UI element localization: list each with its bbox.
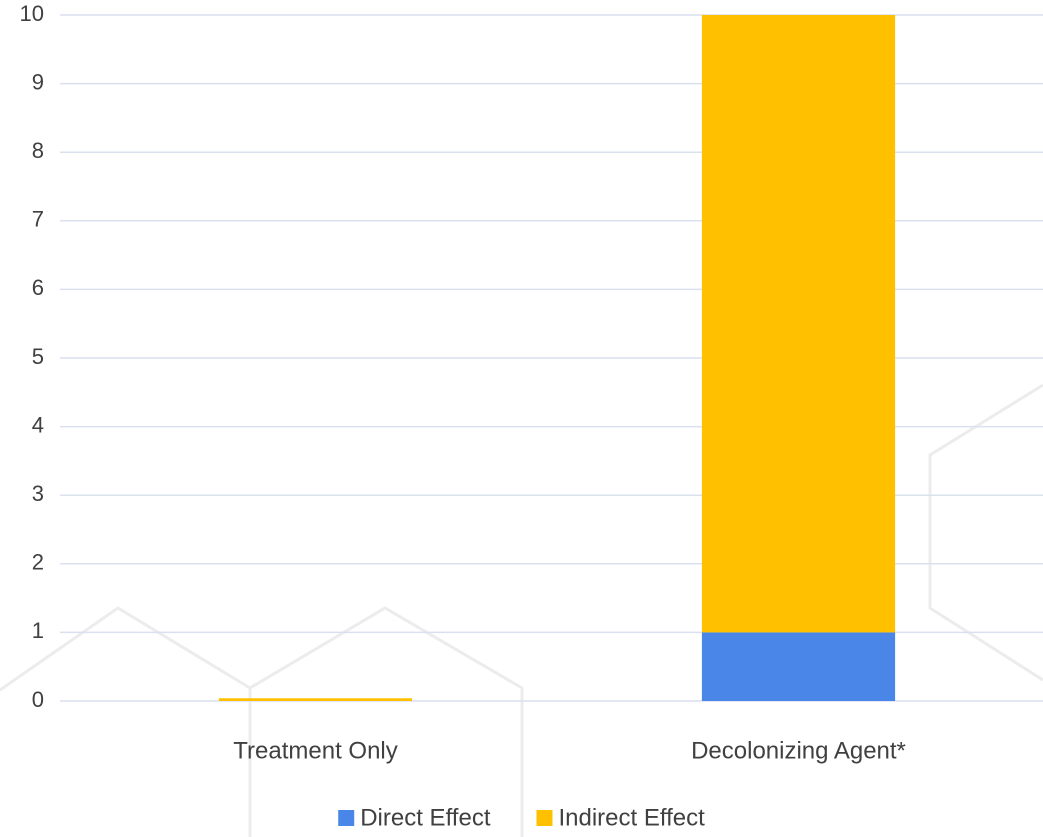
y-tick-label: 6 — [32, 275, 44, 300]
y-tick-label: 2 — [32, 550, 44, 575]
y-tick-label: 1 — [32, 618, 44, 643]
x-tick-label: Treatment Only — [233, 737, 398, 764]
legend-swatch — [338, 810, 355, 826]
y-tick-label: 3 — [32, 481, 44, 506]
hexagon-outline — [928, 383, 1043, 682]
background-decoration — [0, 383, 1043, 837]
x-tick-label: Decolonizing Agent* — [691, 737, 906, 764]
bar-segment — [701, 15, 896, 633]
legend-label: Indirect Effect — [558, 804, 705, 831]
bar-segment — [218, 698, 413, 701]
hexagon-outline — [0, 606, 524, 837]
y-tick-label: 10 — [20, 1, 44, 26]
y-tick-label: 7 — [32, 207, 44, 232]
y-tick-label: 8 — [32, 138, 44, 163]
legend-label: Direct Effect — [360, 804, 491, 831]
bar-segment — [701, 632, 896, 701]
y-tick-label: 4 — [32, 412, 44, 437]
y-tick-label: 9 — [32, 69, 44, 94]
legend-swatch — [536, 810, 553, 826]
y-tick-label: 5 — [32, 344, 44, 369]
y-tick-label: 0 — [32, 687, 44, 712]
